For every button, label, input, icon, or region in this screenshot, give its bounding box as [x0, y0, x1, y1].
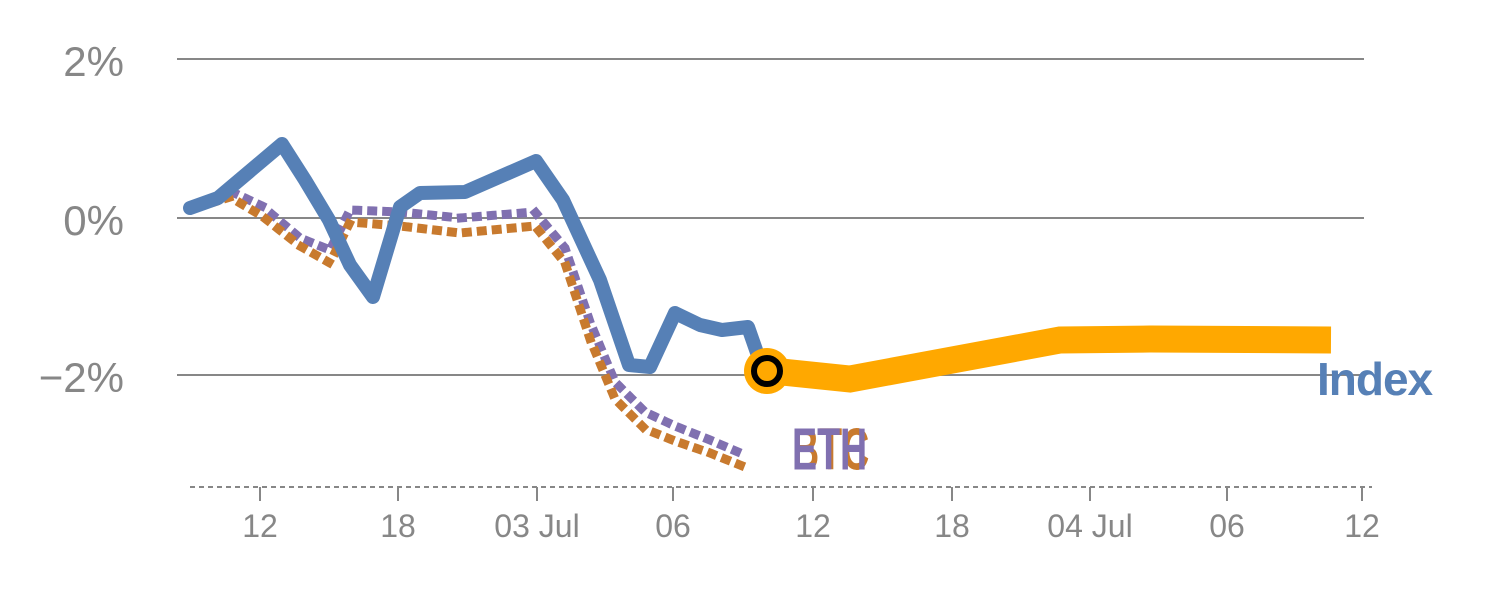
svg-text:−2%: −2%	[39, 354, 124, 401]
svg-text:04 Jul: 04 Jul	[1047, 508, 1132, 544]
svg-text:03 Jul: 03 Jul	[494, 508, 579, 544]
svg-text:12: 12	[795, 508, 831, 544]
svg-text:18: 18	[934, 508, 970, 544]
svg-text:Index: Index	[1317, 353, 1434, 405]
svg-text:06: 06	[655, 508, 691, 544]
svg-text:12: 12	[242, 508, 278, 544]
svg-text:18: 18	[380, 508, 416, 544]
svg-text:ETH: ETH	[792, 416, 867, 483]
svg-text:2%: 2%	[63, 38, 124, 85]
svg-text:0%: 0%	[63, 197, 124, 244]
svg-text:12: 12	[1344, 508, 1380, 544]
svg-text:06: 06	[1209, 508, 1245, 544]
